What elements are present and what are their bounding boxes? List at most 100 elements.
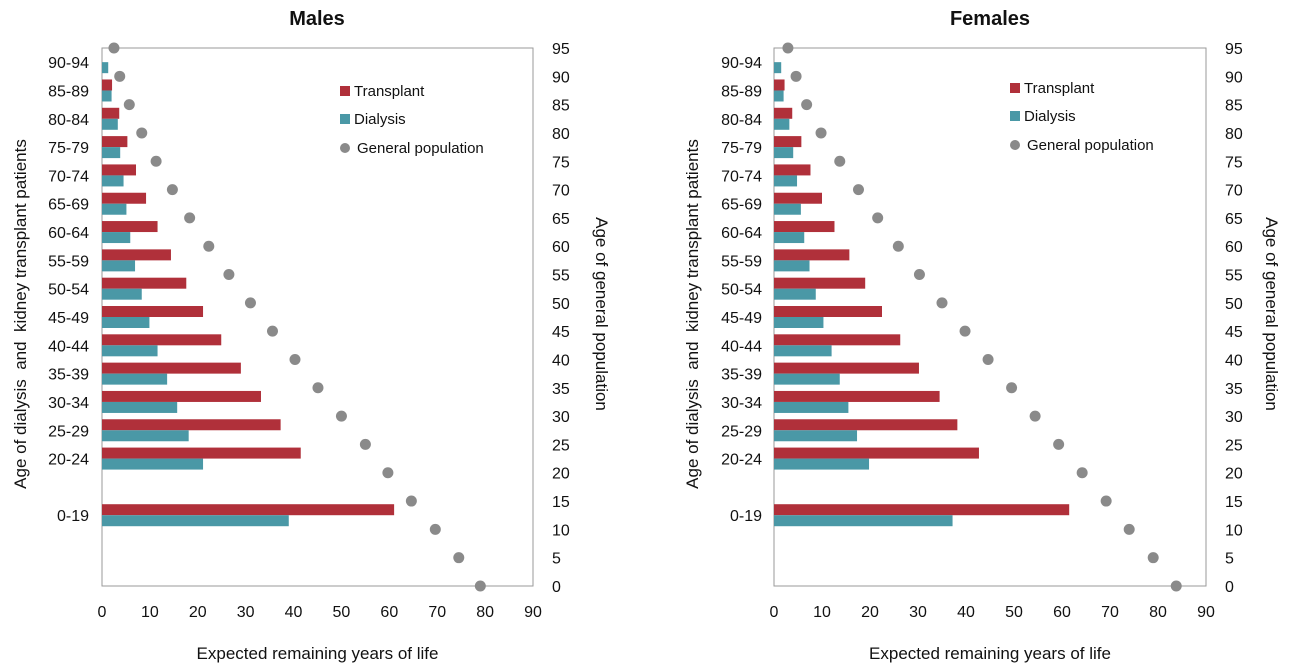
category-label: 50-54 [721, 282, 762, 299]
point-general-population [959, 325, 971, 337]
point-general-population [266, 325, 278, 337]
category-label: 25-29 [48, 423, 89, 440]
point-general-population [982, 353, 994, 365]
x-tick-label: 50 [333, 604, 351, 621]
bar-transplant [102, 362, 241, 374]
point-general-population [892, 240, 904, 252]
bar-dialysis [102, 232, 131, 244]
bar-transplant [102, 192, 147, 204]
bar-transplant [774, 221, 835, 233]
y2-tick-label: 60 [552, 239, 570, 256]
bar-transplant [774, 277, 866, 289]
y2-tick-label: 70 [1225, 183, 1243, 200]
category-label: 40-44 [48, 338, 89, 355]
x-tick-label: 70 [1101, 604, 1119, 621]
legend-swatch-transplant [1010, 83, 1020, 93]
y2-tick-label: 55 [1225, 268, 1243, 285]
y2-tick-label: 85 [1225, 98, 1243, 115]
y2-tick-label: 85 [552, 98, 570, 115]
x-tick-label: 90 [524, 604, 542, 621]
y2-tick-label: 95 [1225, 41, 1243, 58]
bar-transplant [774, 419, 958, 431]
point-general-population [184, 212, 196, 224]
category-label: 60-64 [48, 225, 89, 242]
point-general-population [1170, 580, 1182, 592]
y2-tick-label: 50 [1225, 296, 1243, 313]
point-general-population [382, 467, 394, 479]
bar-dialysis [774, 90, 784, 102]
point-general-population [123, 99, 135, 111]
point-general-population [150, 155, 162, 167]
point-general-population [834, 155, 846, 167]
point-general-population [108, 42, 120, 54]
bar-dialysis [774, 232, 805, 244]
category-label: 50-54 [48, 282, 89, 299]
point-general-population [359, 438, 371, 450]
bar-transplant [102, 504, 395, 516]
y2-axis-label: Age of general population [592, 217, 611, 411]
bar-dialysis [102, 118, 118, 130]
y2-tick-label: 80 [1225, 126, 1243, 143]
x-tick-label: 90 [1197, 604, 1215, 621]
y2-tick-label: 40 [552, 352, 570, 369]
category-label: 20-24 [721, 452, 762, 469]
bar-transplant [102, 447, 301, 459]
point-general-population [1053, 438, 1065, 450]
bar-transplant [102, 164, 137, 176]
legend-label-dialysis: Dialysis [354, 111, 406, 128]
x-tick-label: 10 [141, 604, 159, 621]
y2-tick-label: 70 [552, 183, 570, 200]
bar-dialysis [774, 458, 870, 470]
point-general-population [453, 552, 465, 564]
y2-tick-label: 75 [1225, 154, 1243, 171]
x-tick-label: 0 [770, 604, 779, 621]
point-general-population [203, 240, 215, 252]
y2-tick-label: 5 [552, 551, 561, 568]
bar-transplant [774, 249, 850, 261]
bar-transplant [102, 249, 171, 261]
point-general-population [312, 382, 324, 394]
category-label: 35-39 [48, 367, 89, 384]
y2-tick-label: 15 [552, 494, 570, 511]
y2-tick-label: 35 [1225, 381, 1243, 398]
legend: Transplant Dialysis General population [1010, 80, 1154, 154]
point-general-population [1029, 410, 1041, 422]
bar-dialysis [774, 317, 824, 328]
bar-transplant [102, 221, 158, 233]
x-tick-label: 80 [1149, 604, 1167, 621]
bar-transplant [774, 504, 1070, 516]
bar-dialysis [774, 430, 858, 442]
category-label: 75-79 [721, 140, 762, 157]
legend-marker-general-population [1010, 140, 1020, 150]
bar-dialysis [102, 62, 109, 74]
y2-tick-label: 20 [552, 466, 570, 483]
point-general-population [1076, 467, 1088, 479]
y2-tick-label: 55 [552, 268, 570, 285]
bar-transplant [774, 164, 811, 176]
bar-dialysis [102, 288, 142, 300]
category-label: 85-89 [721, 83, 762, 100]
y2-tick-label: 0 [552, 579, 561, 596]
bar-transplant [102, 79, 113, 91]
bar-transplant [774, 306, 882, 317]
category-label: 55-59 [48, 253, 89, 270]
y2-tick-label: 0 [1225, 579, 1234, 596]
legend-swatch-dialysis [340, 114, 350, 124]
legend-label-general-population: General population [357, 140, 484, 157]
bar-dialysis [774, 515, 953, 527]
point-general-population [872, 212, 884, 224]
x-tick-label: 10 [813, 604, 831, 621]
bar-transplant [102, 419, 281, 431]
point-general-population [244, 297, 256, 309]
point-general-population [815, 127, 827, 139]
x-tick-label: 60 [380, 604, 398, 621]
y2-tick-label: 90 [1225, 69, 1243, 86]
y2-tick-label: 30 [1225, 409, 1243, 426]
bar-dialysis [102, 430, 189, 442]
legend-label-dialysis: Dialysis [1024, 108, 1076, 125]
bar-dialysis [774, 288, 816, 300]
point-general-population [1006, 382, 1018, 394]
point-general-population [405, 495, 417, 507]
x-tick-label: 80 [476, 604, 494, 621]
